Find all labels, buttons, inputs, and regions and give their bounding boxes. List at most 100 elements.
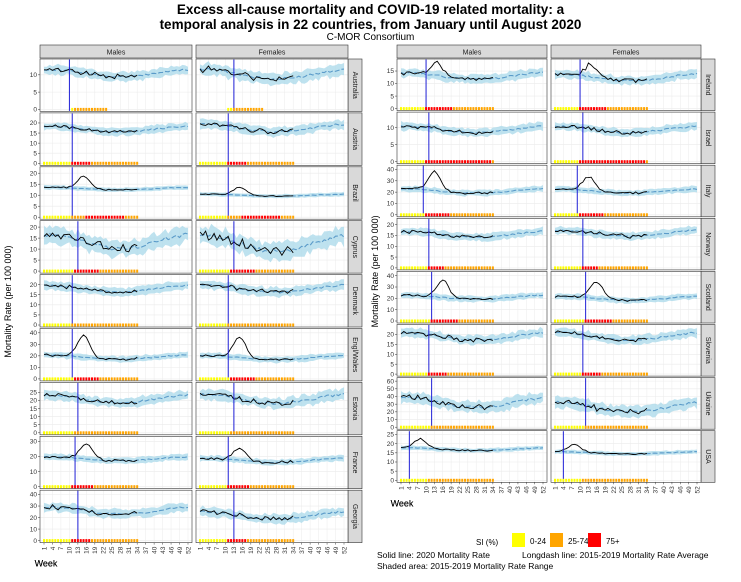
- stringency-marker: [252, 485, 255, 489]
- y-tick-label: 30: [387, 401, 395, 408]
- x-tick-label: 49: [177, 546, 184, 554]
- range-band: [401, 445, 543, 453]
- stringency-marker: [480, 478, 483, 482]
- country-label: Denmark: [351, 287, 358, 316]
- stringency-marker: [110, 215, 113, 219]
- stringency-marker: [119, 269, 122, 273]
- stringency-marker: [266, 161, 269, 165]
- stringency-marker: [105, 431, 108, 435]
- x-tick-label: 1: [398, 486, 405, 490]
- stringency-marker: [133, 539, 136, 543]
- stringency-marker: [280, 215, 283, 219]
- stringency-marker: [133, 161, 136, 165]
- stringency-marker: [102, 431, 105, 435]
- stringency-marker: [411, 266, 414, 270]
- stringency-marker: [57, 269, 60, 273]
- stringency-marker: [204, 431, 207, 435]
- stringency-marker: [450, 319, 453, 323]
- stringency-marker: [263, 161, 266, 165]
- stringency-marker: [615, 213, 618, 217]
- stringency-marker: [590, 478, 593, 482]
- stringency-marker: [422, 160, 425, 164]
- stringency-marker: [269, 323, 272, 327]
- stringency-marker: [238, 323, 241, 327]
- mortality-2020-line: [554, 281, 648, 302]
- y-tick-label: 25: [30, 390, 38, 397]
- y-tick-label: 15: [387, 450, 395, 457]
- y-tick-label: 10: [30, 365, 38, 372]
- stringency-marker: [218, 161, 221, 165]
- stringency-marker: [269, 215, 272, 219]
- stringency-marker: [136, 377, 139, 381]
- stringency-marker: [640, 319, 643, 323]
- stringency-marker: [441, 319, 444, 323]
- stringency-marker: [562, 425, 565, 429]
- range-band: [555, 69, 697, 86]
- y-tick-label: 0: [33, 538, 37, 545]
- stringency-marker: [238, 107, 241, 111]
- stringency-marker: [427, 425, 430, 429]
- country-label: Israel: [704, 129, 711, 147]
- stringency-marker: [623, 425, 626, 429]
- stringency-marker: [419, 266, 422, 270]
- stringency-marker: [486, 425, 489, 429]
- x-tick-label: 28: [274, 546, 281, 554]
- stringency-marker: [491, 160, 494, 164]
- stringency-marker: [51, 377, 54, 381]
- x-tick-label: 28: [118, 546, 125, 554]
- stringency-marker: [124, 323, 127, 327]
- stringency-marker: [601, 425, 604, 429]
- stringency-marker: [483, 213, 486, 217]
- x-tick-label: 19: [248, 546, 255, 554]
- stringency-marker: [247, 485, 249, 489]
- stringency-marker: [232, 431, 235, 435]
- stringency-marker: [645, 107, 648, 111]
- y-tick-label: 10: [387, 459, 395, 466]
- stringency-marker: [249, 107, 252, 111]
- stringency-marker: [269, 161, 272, 165]
- stringency-marker: [598, 213, 601, 217]
- x-tick-label: 13: [586, 486, 593, 494]
- x-tick-label: 31: [482, 486, 489, 494]
- x-tick-label: 34: [134, 546, 141, 554]
- stringency-marker: [489, 425, 492, 429]
- stringency-marker: [201, 215, 204, 219]
- stringency-marker: [590, 160, 593, 164]
- x-tick-label: 28: [473, 486, 480, 494]
- stringency-marker: [107, 377, 110, 381]
- stringency-marker: [452, 372, 455, 376]
- stringency-marker: [266, 269, 269, 273]
- y-tick-label: 20: [30, 515, 38, 522]
- stringency-marker: [221, 323, 224, 327]
- stringency-marker: [122, 485, 125, 489]
- stringency-marker: [436, 425, 439, 429]
- legend-label: 75+: [606, 537, 620, 546]
- stringency-marker: [565, 213, 568, 217]
- x-tick-label: 46: [324, 546, 331, 554]
- stringency-marker: [441, 478, 444, 482]
- stringency-marker: [556, 372, 559, 376]
- stringency-marker: [438, 160, 441, 164]
- stringency-marker: [452, 266, 455, 270]
- y-tick-label: 10: [30, 526, 38, 533]
- stringency-marker: [99, 377, 102, 381]
- stringency-marker: [57, 377, 60, 381]
- stringency-marker: [292, 539, 295, 543]
- stringency-marker: [130, 485, 133, 489]
- stringency-marker: [623, 372, 626, 376]
- stringency-marker: [133, 323, 136, 327]
- country-label: Australia: [351, 72, 358, 99]
- facet-panel: [550, 111, 702, 164]
- stringency-marker: [215, 161, 218, 165]
- facet-panel: [550, 218, 702, 271]
- country-label: Norway: [704, 232, 711, 256]
- stringency-marker: [587, 213, 590, 217]
- stringency-marker: [280, 431, 283, 435]
- stringency-marker: [255, 539, 258, 543]
- stringency-marker: [427, 213, 430, 217]
- stringency-marker: [249, 161, 252, 165]
- stringency-marker: [99, 323, 102, 327]
- stringency-marker: [286, 269, 289, 273]
- stringency-marker: [489, 107, 492, 111]
- stringency-marker: [91, 107, 93, 111]
